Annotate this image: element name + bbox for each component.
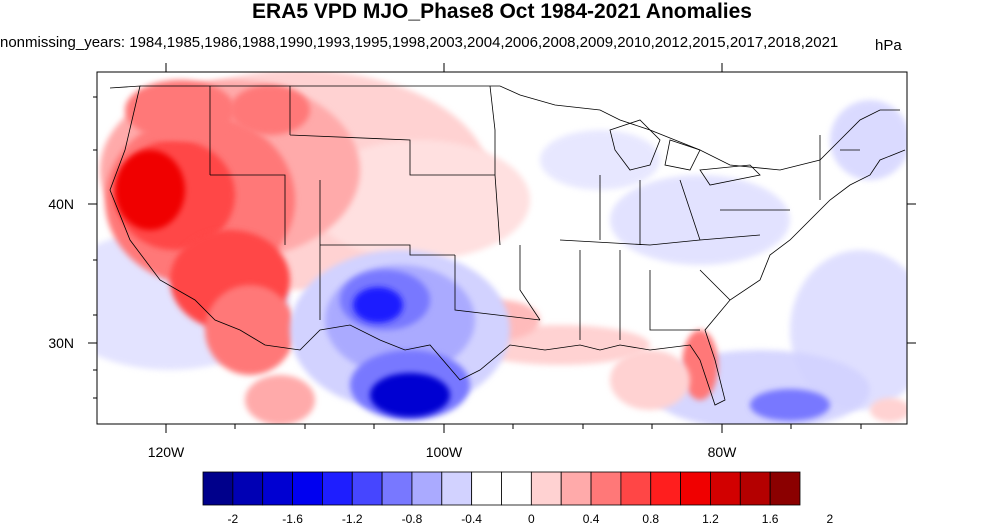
colorbar-swatch (739, 471, 771, 506)
x-tick-80w: 80W (708, 444, 738, 460)
colorbar-swatch (590, 471, 622, 506)
state-boundaries (109, 85, 906, 406)
colorbar-swatch (680, 471, 711, 506)
colorbar-label: 2 (827, 512, 834, 524)
colorbar-swatch (530, 471, 562, 506)
colorbar-label: 0.4 (583, 512, 600, 524)
map-title: ERA5 VPD MJO_Phase8 Oct 1984-2021 Anomal… (252, 0, 752, 23)
tick-marks (88, 63, 916, 433)
colorbar-swatch (411, 471, 443, 506)
map-subtitle: nonmissing_years: 1984,1985,1986,1988,19… (0, 34, 839, 51)
colorbar-swatch (292, 471, 323, 506)
colorbar: -2 -1.6 -1.2 -0.8 -0.4 0 0.4 0.8 1.2 1.6 2 (202, 471, 834, 524)
x-tick-120w: 120W (148, 444, 185, 460)
colorbar-swatch (620, 471, 652, 506)
y-tick-30n: 30N (48, 335, 74, 351)
state-lines (209, 85, 860, 340)
map-frame (96, 71, 908, 425)
colorbar-swatch (381, 471, 413, 506)
colorbar-swatch (202, 471, 234, 506)
colorbar-label: -1.2 (342, 512, 363, 524)
colorbar-swatch (560, 471, 592, 506)
colorbar-label: 1.6 (762, 512, 779, 524)
colorbar-label: -1.6 (282, 512, 303, 524)
colorbar-swatch (262, 471, 293, 506)
units-label: hPa (875, 37, 902, 54)
colorbar-label: -2 (228, 512, 239, 524)
colorbar-label: 1.2 (702, 512, 719, 524)
colorbar-swatch (441, 471, 473, 506)
colorbar-swatch (351, 471, 383, 506)
colorbar-swatch (321, 471, 353, 506)
us-coastline (109, 85, 906, 406)
colorbar-label: 0.8 (642, 512, 659, 524)
great-lakes (609, 119, 761, 186)
y-tick-40n: 40N (48, 196, 74, 212)
colorbar-label: -0.8 (402, 512, 423, 524)
colorbar-swatch (710, 471, 741, 506)
colorbar-swatch (501, 471, 532, 506)
colorbar-swatch (769, 471, 801, 506)
colorbar-label: 0 (528, 512, 535, 524)
x-tick-100w: 100W (426, 444, 463, 460)
colorbar-label: -0.4 (461, 512, 482, 524)
colorbar-swatch (471, 471, 502, 506)
colorbar-swatch (232, 471, 264, 506)
colorbar-swatch (650, 471, 682, 506)
anomaly-field (97, 72, 907, 424)
